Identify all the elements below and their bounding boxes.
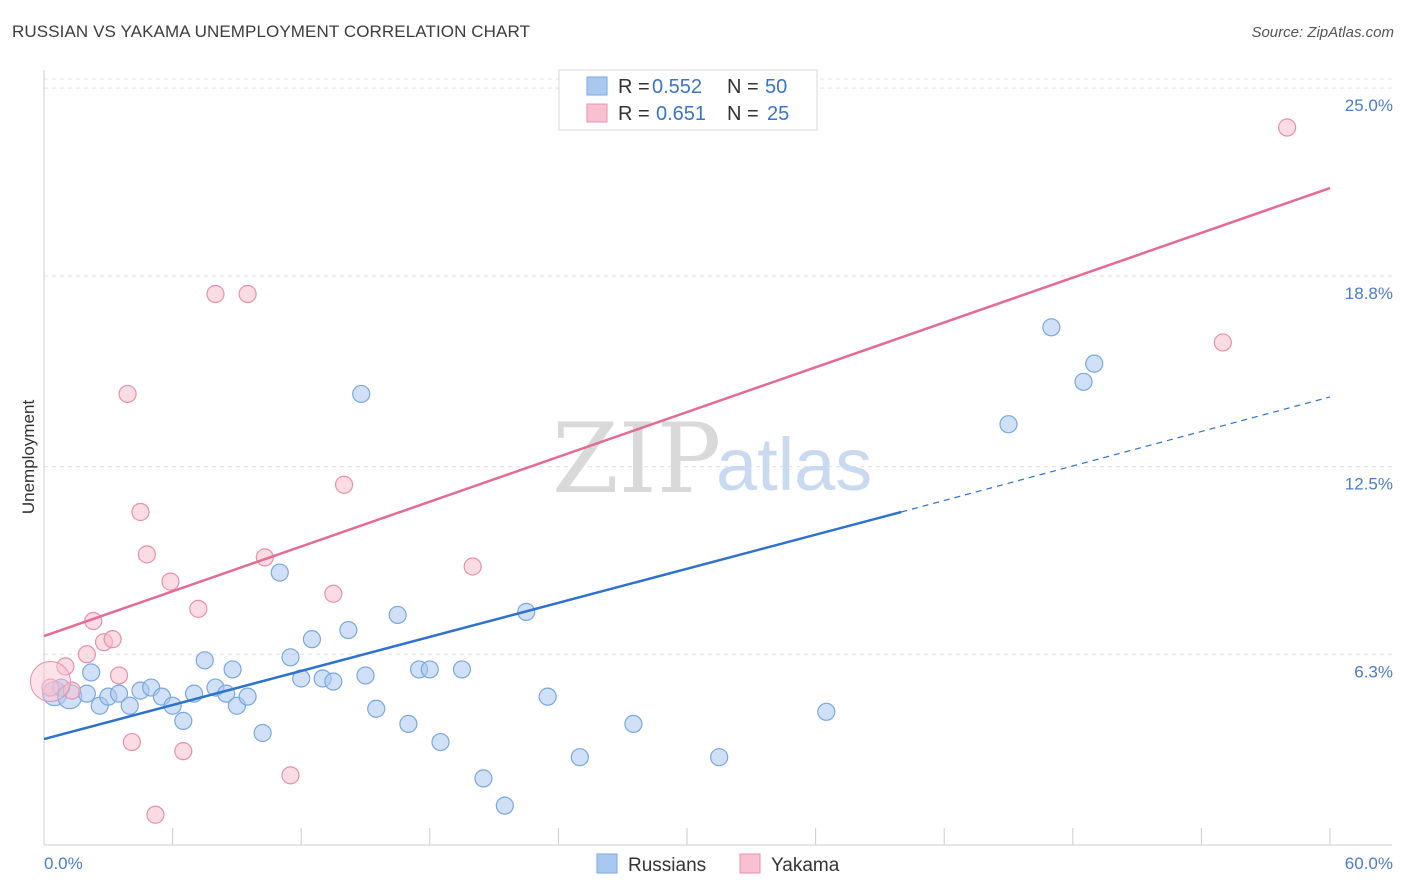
yakama-point <box>334 475 354 494</box>
yakama-point <box>324 584 343 603</box>
yakama-point <box>1278 118 1297 137</box>
yakama-point <box>77 645 96 664</box>
russians-point <box>339 620 358 640</box>
y-tick-label: 12.5% <box>1345 475 1393 494</box>
yakama-point <box>161 572 180 591</box>
russians-point <box>270 563 289 582</box>
yakama-point <box>238 284 257 304</box>
russians-point <box>817 702 836 721</box>
russians-point <box>302 630 322 649</box>
yakama-point <box>174 742 193 761</box>
yakama-point <box>122 732 141 752</box>
y-tick-label: 25.0% <box>1345 96 1393 115</box>
yakama-point <box>281 766 300 785</box>
yakama-point <box>103 630 122 649</box>
yakama-point <box>463 557 482 576</box>
yakama-point <box>118 384 137 404</box>
yakama-point <box>206 284 225 304</box>
russians-point <box>174 711 193 730</box>
yakama-point <box>41 678 60 697</box>
russians-point <box>223 660 242 679</box>
yakama-point <box>56 657 75 676</box>
x-tick-marks <box>172 828 1331 845</box>
yakama-point <box>29 661 71 703</box>
russians-point <box>253 723 272 743</box>
russians-point <box>82 663 101 682</box>
x-tick-label: 60.0% <box>1345 854 1393 873</box>
legend: R = 0.552 N = 50 R = 0.651 N = 25 <box>558 69 818 131</box>
russians-point <box>624 714 643 734</box>
russians-point <box>388 605 407 625</box>
yakama-point <box>62 681 81 700</box>
russians-point <box>999 415 1018 434</box>
source-label: Source: ZipAtlas.com <box>1251 24 1394 41</box>
russians-point <box>399 714 418 734</box>
yakama-point <box>131 502 150 522</box>
russians-point <box>367 699 386 718</box>
russians-point <box>452 660 472 679</box>
russians-point <box>1042 318 1061 337</box>
russians-point <box>77 684 96 703</box>
bottom-legend-swatch-russians <box>596 853 618 874</box>
russians-point <box>324 672 343 691</box>
x-tick-label: 0.0% <box>44 854 83 873</box>
russians-point <box>710 748 729 767</box>
legend-n-value-2: 25 <box>767 103 789 125</box>
russians-point <box>538 687 557 706</box>
legend-n-label-1: N = <box>727 76 759 98</box>
yakama-point <box>1213 333 1232 352</box>
russians-point <box>109 684 129 703</box>
bottom-legend-swatch-yakama <box>739 853 761 874</box>
russians-point <box>474 769 493 788</box>
russians-point <box>238 687 257 706</box>
russians-trend-extension <box>901 396 1331 513</box>
watermark-atlas: atlas <box>716 423 872 506</box>
bottom-legend-label-yakama: Yakama <box>771 855 840 876</box>
russians-point <box>495 796 514 815</box>
bottom-legend-label-russians: Russians <box>628 855 706 876</box>
russians-point <box>356 666 375 685</box>
chart-title: RUSSIAN VS YAKAMA UNEMPLOYMENT CORRELATI… <box>12 22 531 41</box>
yakama-trend-line <box>43 186 1331 638</box>
legend-swatch-yakama <box>586 103 608 123</box>
russians-point <box>281 648 300 667</box>
trend-lines <box>43 186 1331 741</box>
legend-r-value-1: 0.552 <box>652 76 702 98</box>
legend-r-value-2: 0.651 <box>656 103 706 125</box>
legend-n-label-2: N = <box>727 103 759 125</box>
russians-point <box>570 748 589 767</box>
grid-lines <box>44 78 1392 655</box>
x-tick-labels: 0.0% 60.0% <box>44 854 1393 873</box>
watermark-zip: ZIP <box>552 403 721 515</box>
legend-r-label-2: R = <box>618 103 650 125</box>
russians-point <box>195 651 214 670</box>
y-tick-labels: 6.3% 12.5% 18.8% 25.0% <box>1345 96 1393 681</box>
yakama-point <box>109 666 129 685</box>
russians-point <box>420 660 439 679</box>
legend-n-value-1: 50 <box>765 76 787 98</box>
yakama-point <box>189 599 208 618</box>
russians-point <box>431 732 450 752</box>
legend-r-label-1: R = <box>618 76 650 98</box>
y-axis-label: Unemployment <box>19 400 38 515</box>
russians-point <box>1085 354 1104 373</box>
russians-point <box>352 384 371 404</box>
bottom-legend: Russians Yakama <box>596 853 840 876</box>
y-tick-label: 6.3% <box>1354 662 1393 681</box>
data-points <box>29 118 1297 824</box>
russians-trend-line <box>43 510 902 741</box>
yakama-point <box>146 805 165 824</box>
russians-point <box>1074 372 1093 391</box>
legend-swatch-russians <box>586 76 608 96</box>
russians-point <box>120 696 139 715</box>
y-tick-label: 18.8% <box>1345 284 1393 303</box>
yakama-point <box>137 545 156 564</box>
